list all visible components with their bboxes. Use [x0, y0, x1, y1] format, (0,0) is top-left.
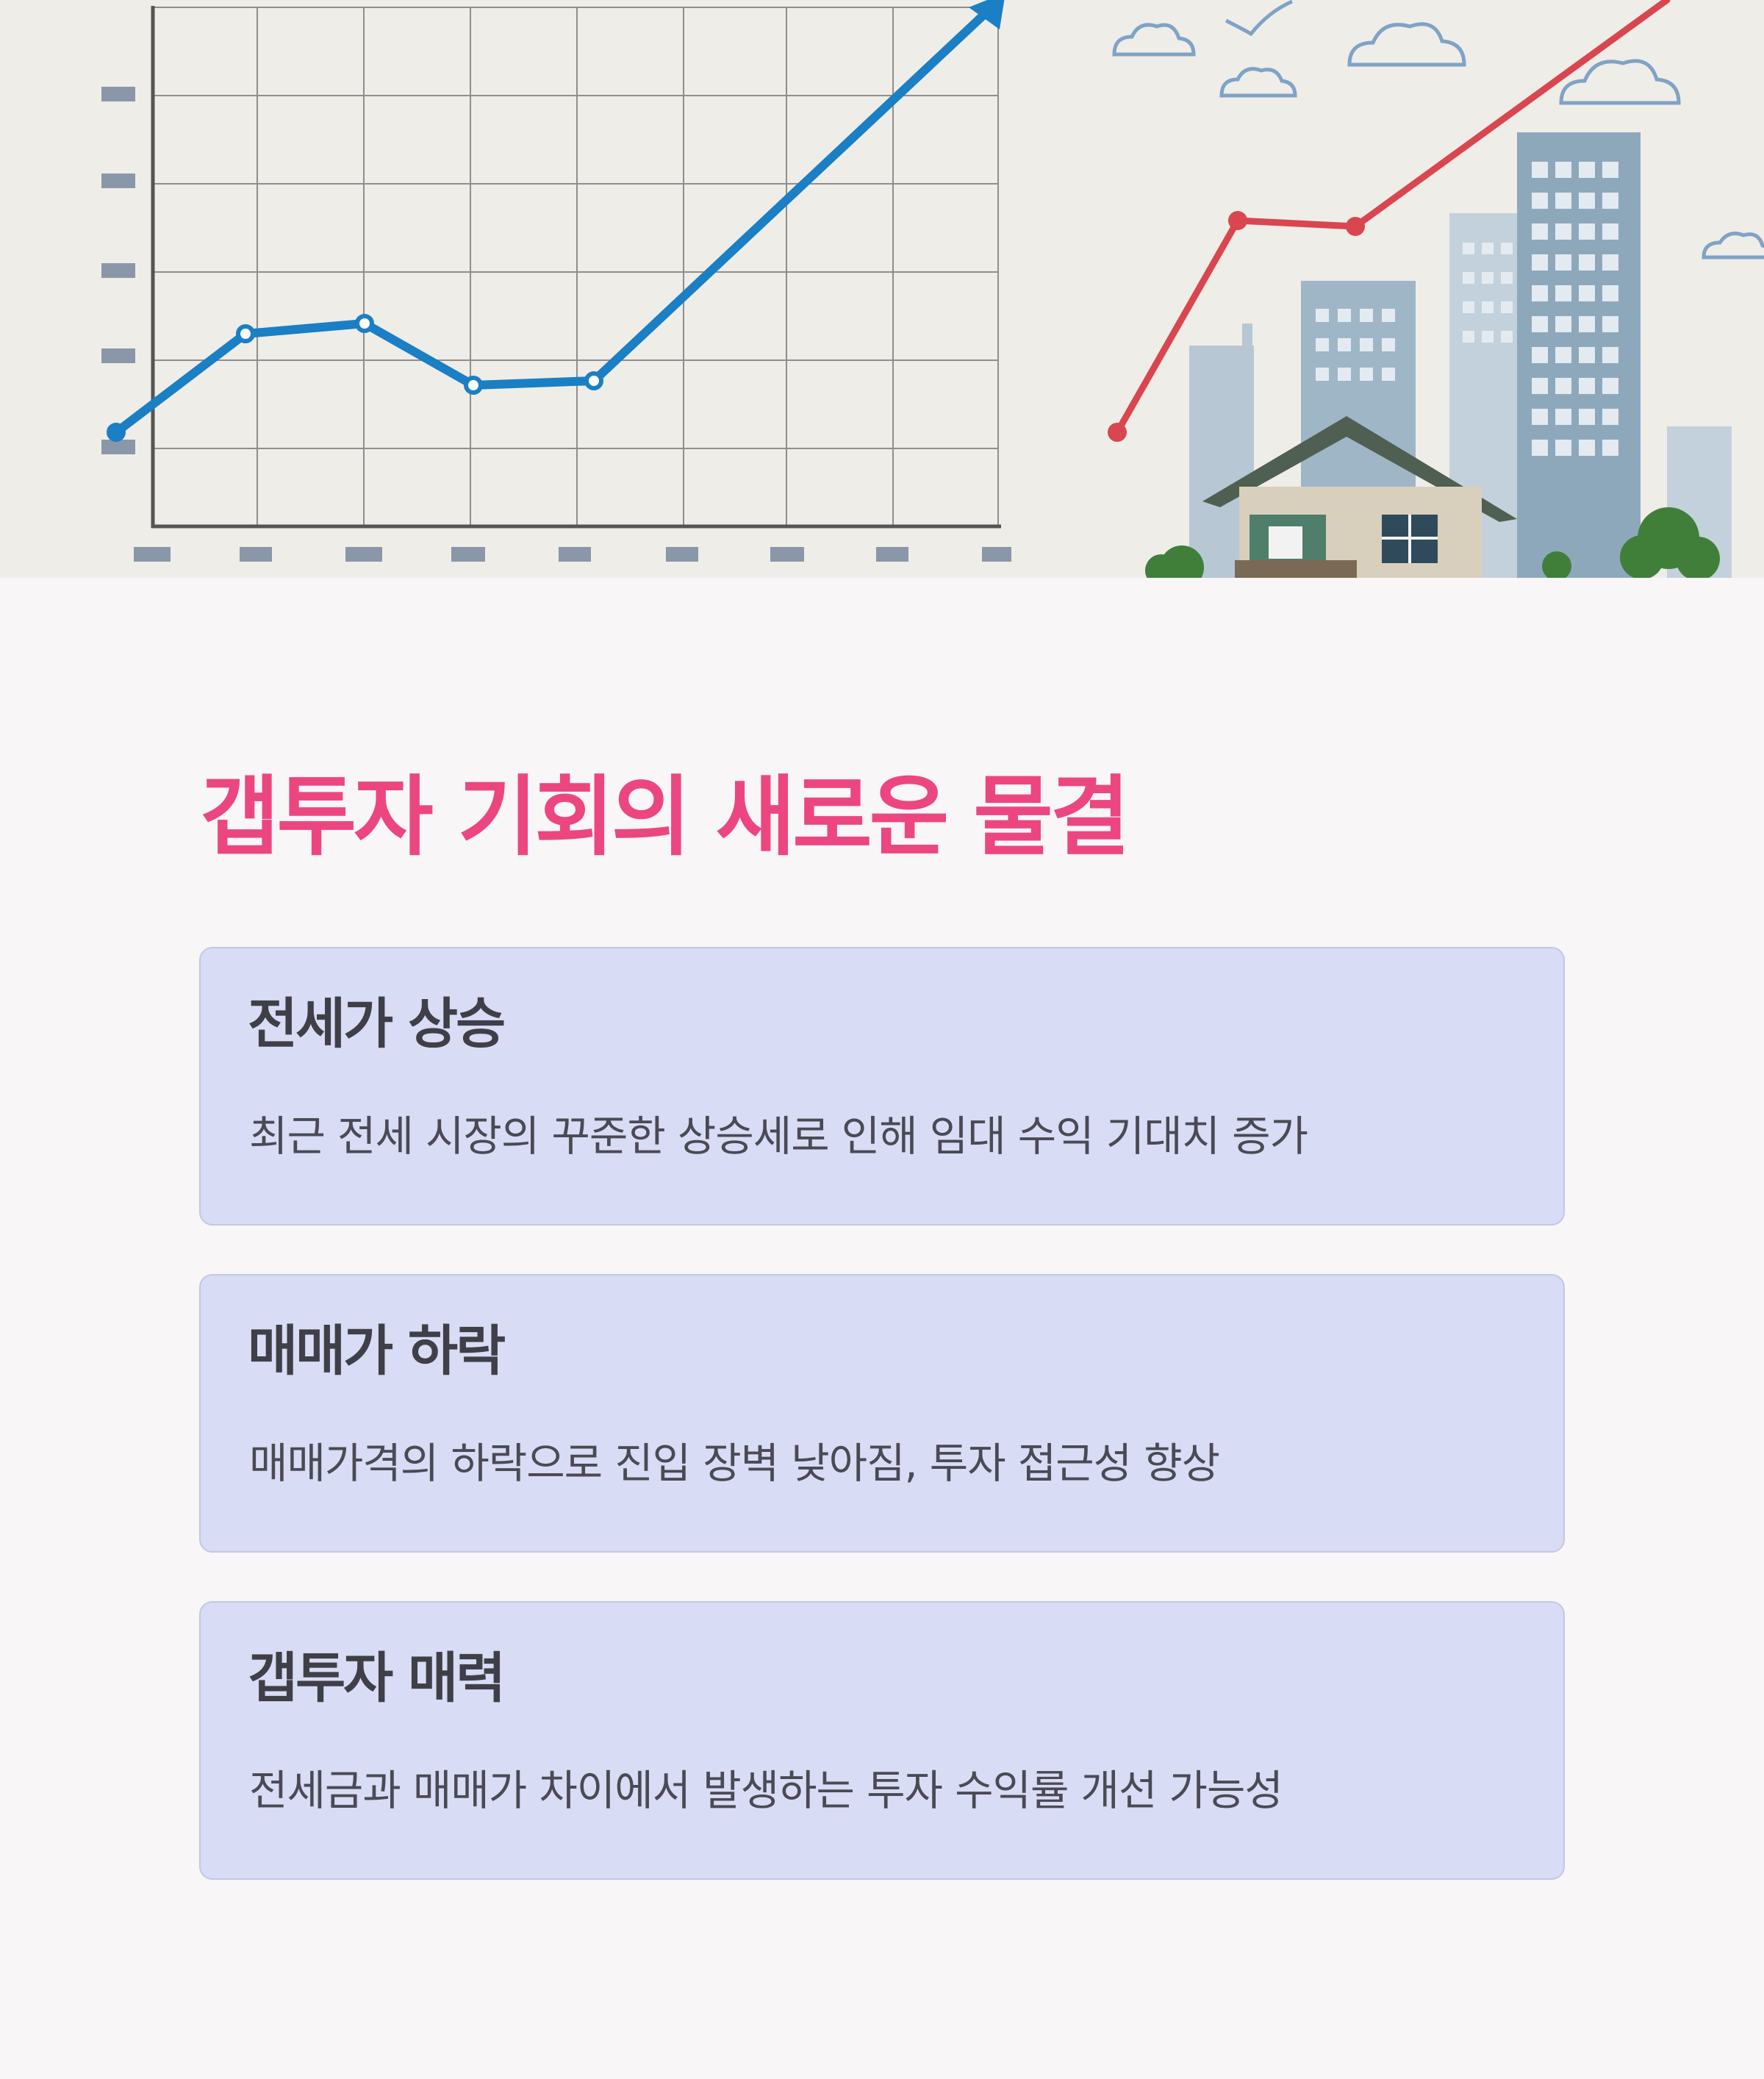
y-tick-marks	[101, 87, 135, 454]
info-card-sale-price-drop: 매매가 하락 매매가격의 하락으로 진입 장벽 낮아짐, 투자 접근성 향상	[199, 1274, 1565, 1553]
cloud-icons	[1112, 0, 1764, 260]
x-tick-marks	[134, 547, 1011, 562]
info-card-jeonse-rise: 전세가 상승 최근 전세 시장의 꾸준한 상승세로 인해 임대 수익 기대치 증…	[199, 947, 1565, 1225]
tree-icons	[1145, 507, 1720, 578]
blue-trend-line	[112, 0, 1004, 437]
card-description: 최근 전세 시장의 꾸준한 상승세로 인해 임대 수익 기대치 증가	[249, 1112, 1308, 1161]
chart-illustration	[0, 0, 1764, 578]
chart-axes	[151, 6, 1001, 529]
card-title: 전세가 상승	[248, 992, 506, 1056]
card-description: 전세금과 매매가 차이에서 발생하는 투자 수익률 개선 가능성	[249, 1767, 1283, 1815]
red-data-points	[1108, 211, 1365, 442]
chart-grid	[154, 7, 999, 526]
red-trend-line	[1114, 0, 1671, 436]
blue-data-points	[107, 314, 603, 442]
hero-illustration	[0, 0, 1764, 578]
section-title: 갭투자 기회의 새로운 물결	[200, 766, 1130, 867]
card-title: 매매가 하락	[248, 1320, 506, 1383]
main-content: 갭투자 기회의 새로운 물결 전세가 상승 최근 전세 시장의 꾸준한 상승세로…	[0, 578, 1764, 2079]
blue-arrow-head	[969, 0, 1005, 29]
card-description: 매매가격의 하락으로 진입 장벽 낮아짐, 투자 접근성 향상	[249, 1439, 1220, 1488]
card-title: 갭투자 매력	[248, 1647, 506, 1710]
info-card-gap-investment-appeal: 갭투자 매력 전세금과 매매가 차이에서 발생하는 투자 수익률 개선 가능성	[199, 1601, 1565, 1880]
house-illustration	[1202, 416, 1517, 578]
